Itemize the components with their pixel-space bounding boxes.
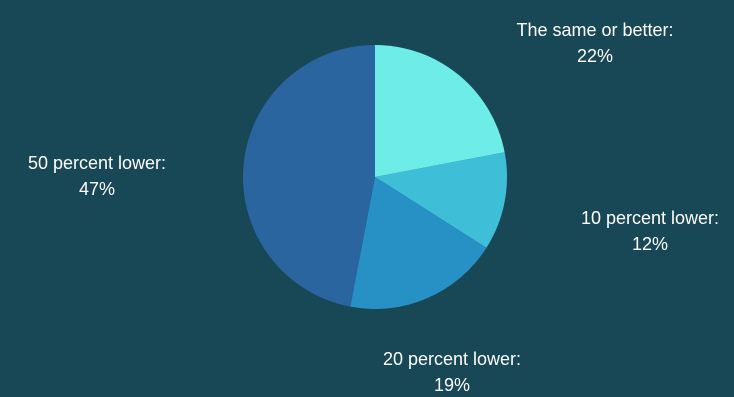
pie-slice-2 [350,177,487,310]
slice-label-text: 50 percent lower: [27,153,167,173]
slice-label-20-percent-lower: 20 percent lower: 19% [383,346,521,397]
pie-slice-0 [375,45,505,177]
slice-value-text: 47% [78,179,116,199]
slice-label-text: 20 percent lower: [382,349,522,369]
slice-label-text: The same or better: [516,20,674,40]
slice-label-50-percent-lower: 50 percent lower: 47% [28,150,166,202]
slice-label-10-percent-lower: 10 percent lower: 12% [581,205,719,257]
pie-slice-3 [243,45,375,307]
slice-value-text: 12% [631,234,669,254]
slice-label-same-or-better: The same or better: 22% [516,17,673,69]
slice-label-text: 10 percent lower: [580,208,720,228]
slice-value-text: 19% [433,375,471,395]
slice-value-text: 22% [576,46,614,66]
pie-slice-1 [375,152,507,248]
